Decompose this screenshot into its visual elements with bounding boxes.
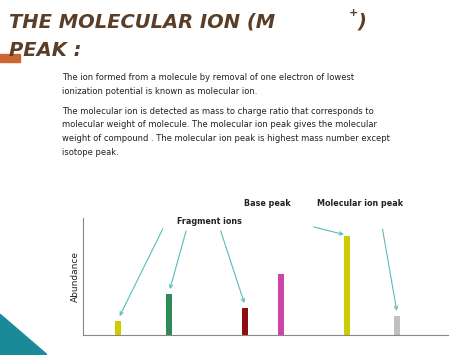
Text: ): ) (358, 12, 367, 32)
Bar (344, 236, 350, 335)
Bar (394, 316, 400, 335)
Text: Molecular ion peak: Molecular ion peak (317, 199, 403, 208)
Bar (278, 274, 284, 335)
Bar (166, 294, 172, 335)
Text: The ion formed from a molecule by removal of one electron of lowest
ionization p: The ion formed from a molecule by remova… (62, 73, 354, 96)
Text: Fragment ions: Fragment ions (177, 217, 242, 226)
Text: The molecular ion is detected as mass to charge ratio that corresponds to
molecu: The molecular ion is detected as mass to… (62, 106, 390, 157)
Bar (242, 308, 248, 335)
Text: PEAK :: PEAK : (9, 41, 82, 60)
Text: +: + (348, 8, 358, 18)
Bar (115, 321, 121, 335)
Y-axis label: Abundance: Abundance (71, 251, 80, 302)
Text: Base peak: Base peak (245, 199, 291, 208)
Polygon shape (0, 314, 47, 355)
Text: THE MOLECULAR ION (M: THE MOLECULAR ION (M (9, 12, 275, 32)
Bar (0, 54, 20, 62)
